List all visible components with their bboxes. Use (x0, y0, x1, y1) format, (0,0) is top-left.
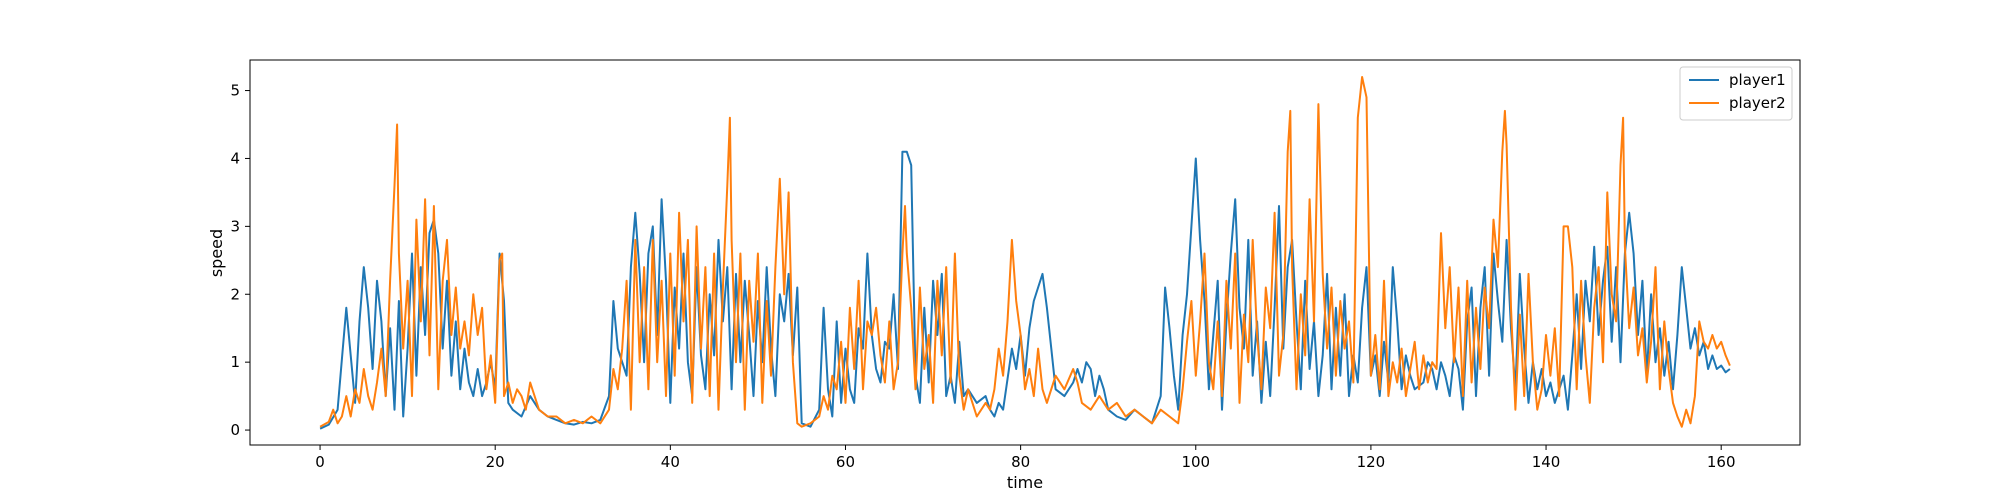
x-tick-label: 0 (315, 453, 325, 471)
y-tick-label: 4 (230, 149, 240, 167)
x-tick-label: 140 (1532, 453, 1561, 471)
x-tick-label: 160 (1707, 453, 1736, 471)
x-tick-label: 60 (836, 453, 855, 471)
y-tick-label: 1 (230, 353, 240, 371)
x-tick-label: 80 (1011, 453, 1030, 471)
legend: player1 player2 (1679, 66, 1793, 121)
y-axis-label: speed (207, 229, 226, 277)
legend-label-player2: player2 (1729, 94, 1786, 112)
y-tick-label: 2 (230, 285, 240, 303)
x-tick-label: 20 (486, 453, 505, 471)
y-tick-label: 3 (230, 217, 240, 235)
y-axis-ticks: 0 1 2 3 4 5 (230, 82, 250, 439)
y-tick-label: 0 (230, 421, 240, 439)
y-tick-label: 5 (230, 82, 240, 100)
plot-frame (249, 59, 1801, 446)
x-axis-label: time (1007, 473, 1043, 492)
x-tick-label: 100 (1181, 453, 1210, 471)
x-axis-ticks: 0 20 40 60 80 100 120 140 160 (315, 445, 1736, 471)
legend-label-player1: player1 (1729, 71, 1786, 89)
series-lines (319, 76, 1731, 430)
x-tick-label: 120 (1357, 453, 1386, 471)
x-tick-label: 40 (661, 453, 680, 471)
series-line-player2 (319, 76, 1731, 428)
